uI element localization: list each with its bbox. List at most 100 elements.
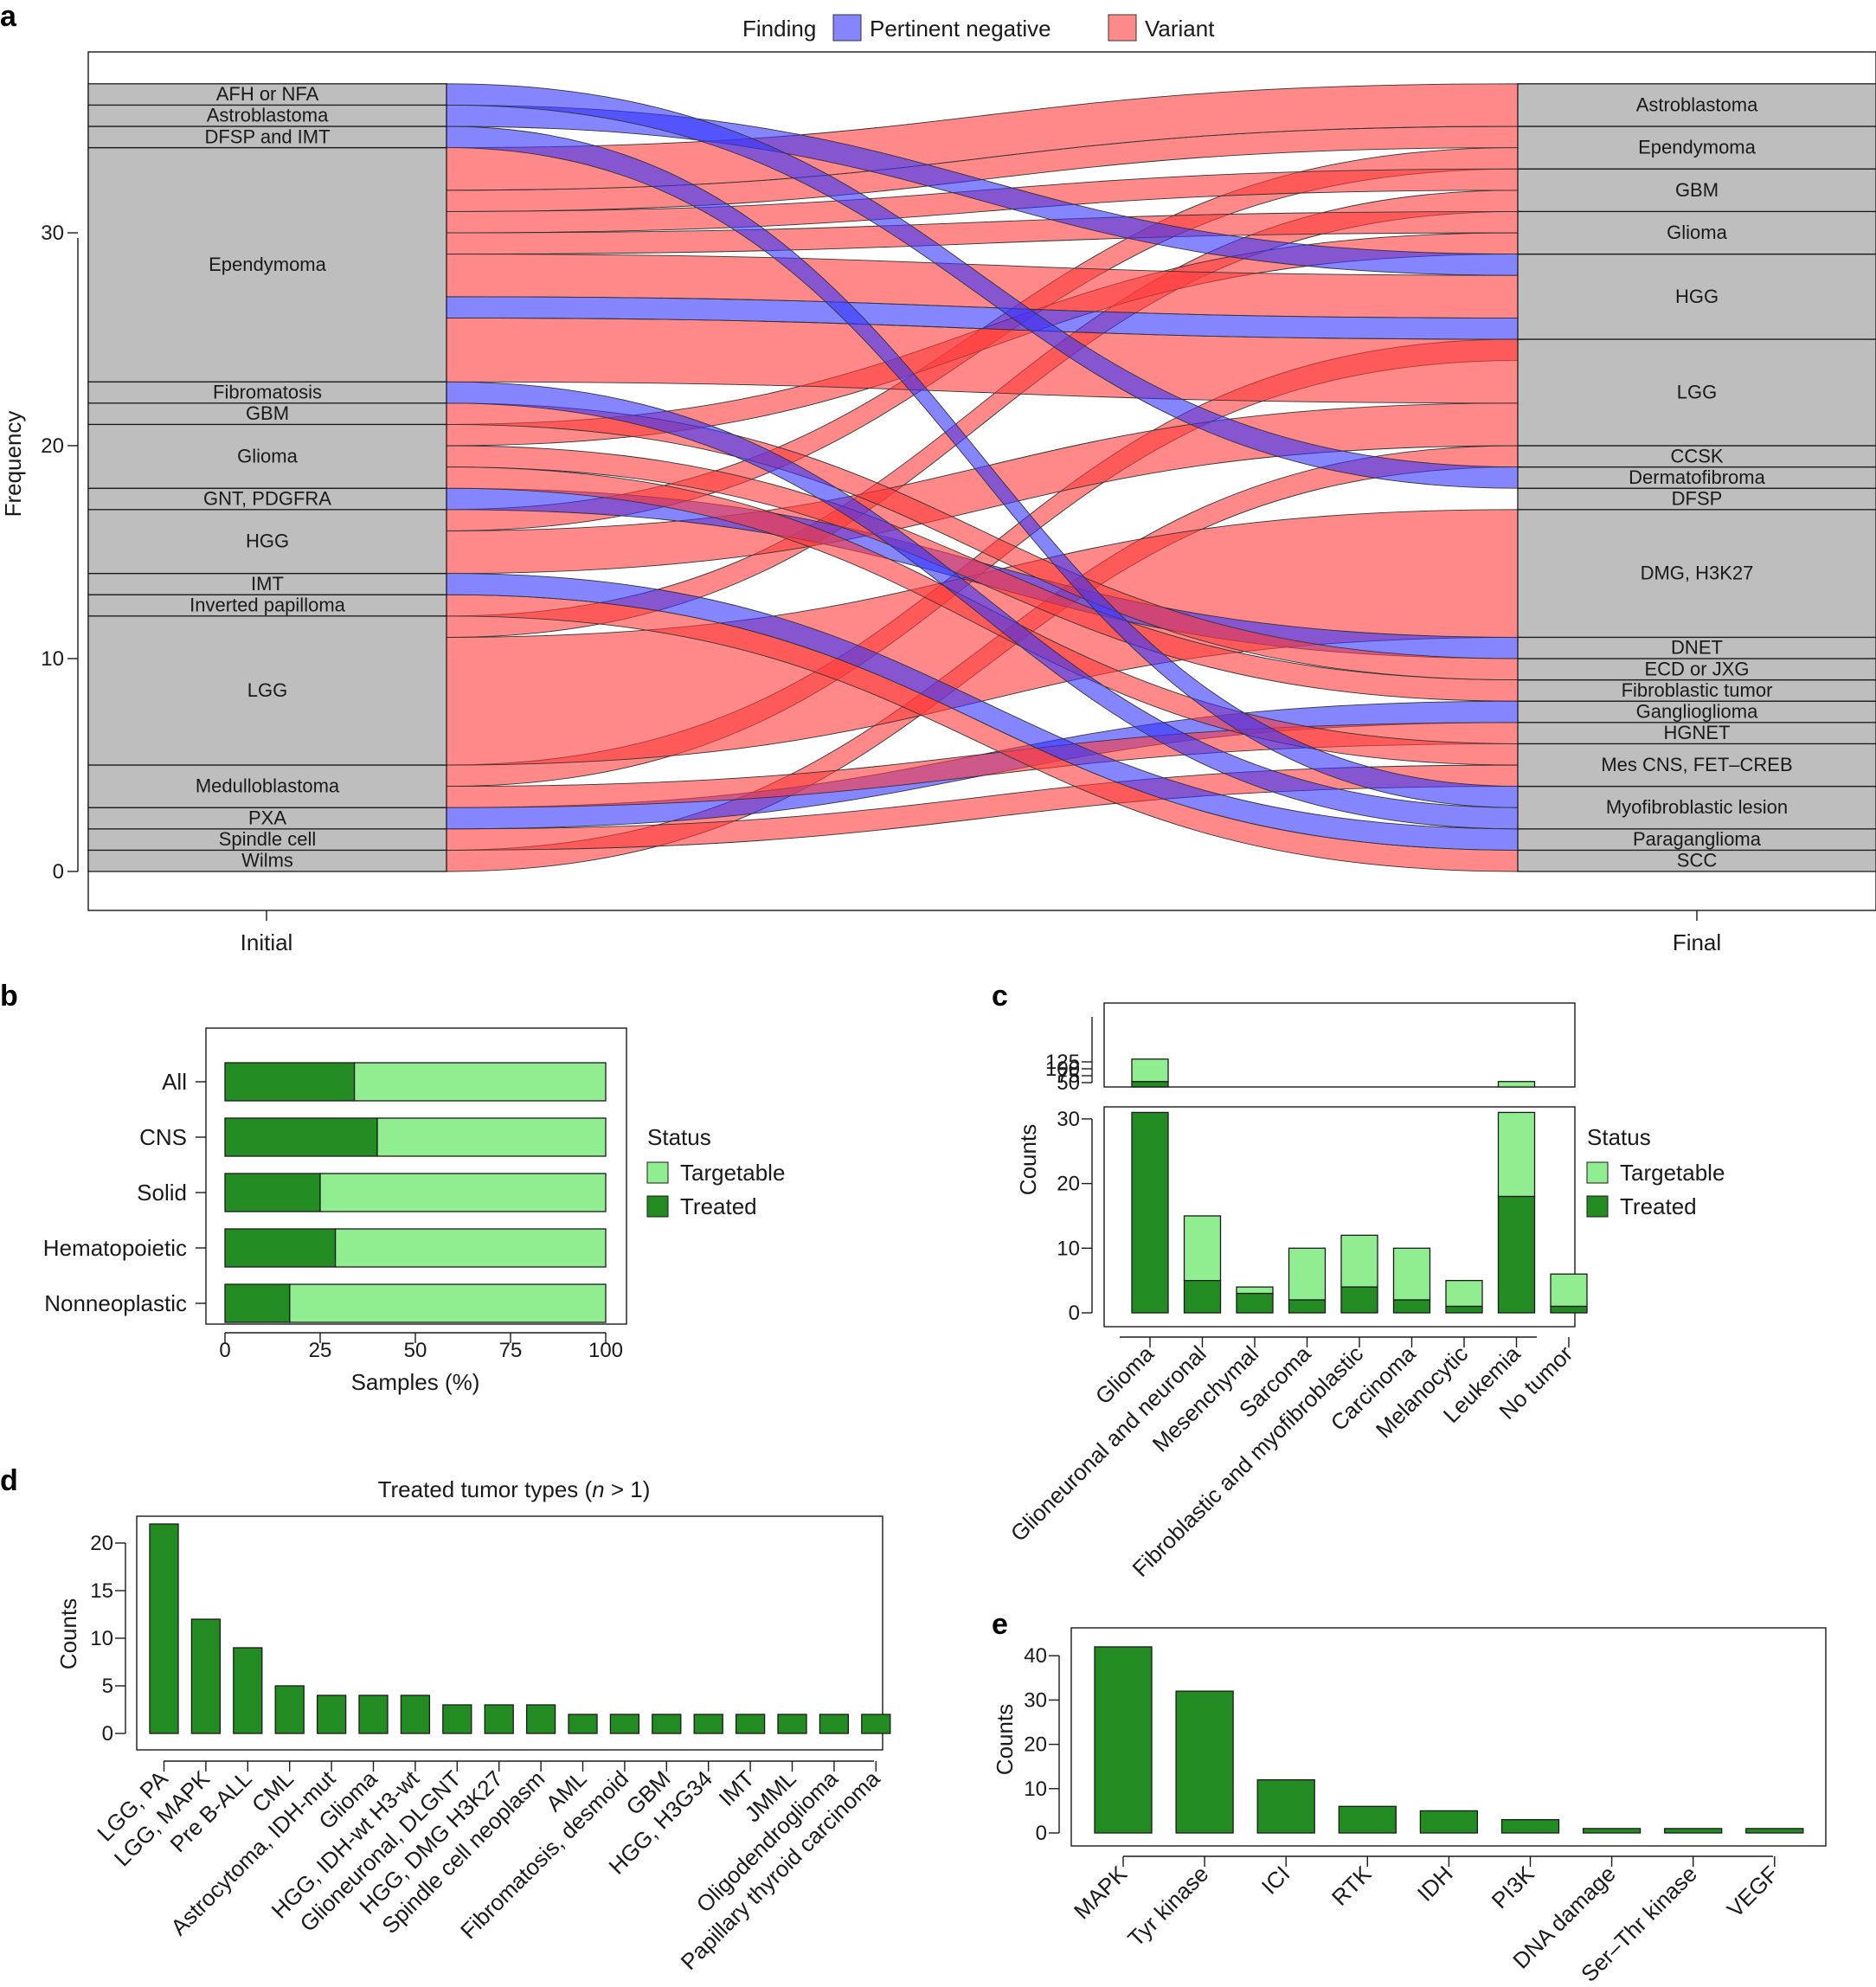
panel-b-category-label: Nonneoplastic xyxy=(44,1290,187,1316)
panel-c-upper-ytick-label: 125 xyxy=(1045,1051,1080,1074)
final-stratum-hgg xyxy=(1517,253,1876,340)
initial-stratum-lgg xyxy=(87,615,447,766)
final-stratum-lgg xyxy=(1517,338,1876,447)
panel-a-ytick-label: 0 xyxy=(53,860,64,884)
panel-a-y-axis: 0 10 20 30 xyxy=(41,222,79,884)
initial-stratum-label: Medulloblastoma xyxy=(196,775,340,797)
panel-e-y-axis: 0 10 20 30 40 xyxy=(1024,1644,1060,1845)
bar-ici xyxy=(1256,1778,1315,1834)
panel-d-y-axis: 0 5 10 15 20 xyxy=(90,1532,126,1746)
panel-c-lower-ytick-label: 0 xyxy=(1069,1302,1080,1325)
panel-ytick-label: 5 xyxy=(102,1675,113,1698)
final-stratum-label: LGG xyxy=(1677,382,1717,403)
legend-label-variant: Variant xyxy=(1145,16,1215,42)
bar-imt xyxy=(735,1714,766,1734)
panel-ytick-label: 10 xyxy=(90,1627,113,1650)
panel-b-xtick-label: 50 xyxy=(404,1339,427,1362)
panel-c-upper-ytick-label: 50 xyxy=(1057,1071,1080,1095)
panel-c-upper-ytick-label: 100 xyxy=(1045,1058,1080,1081)
initial-stratum-medulloblastoma xyxy=(87,764,447,808)
final-stratum-dfsp xyxy=(1517,487,1876,511)
bar-rtk xyxy=(1338,1805,1397,1834)
bar-treated-carcinoma xyxy=(1392,1299,1431,1314)
bar-treated-mesenchymal xyxy=(1236,1292,1274,1314)
panel-b-legend-title: Status xyxy=(647,1124,711,1150)
panel-c-legend-swatch-treated xyxy=(1586,1195,1609,1218)
panel-category-label: MAPK xyxy=(1069,1861,1133,1925)
panel-e-frame xyxy=(1070,1627,1827,1847)
initial-stratum-astroblastoma xyxy=(87,104,447,127)
bar-targetable-nonneoplastic xyxy=(289,1283,607,1323)
bar-pre-b-all xyxy=(233,1647,263,1734)
panel-ytick-label: 15 xyxy=(90,1579,113,1603)
panel-a-legend: Finding Pertinent negative Variant xyxy=(742,14,1215,42)
initial-stratum-dfsp-and-imt xyxy=(87,125,447,149)
panel-d-title-n: n xyxy=(592,1476,604,1502)
initial-stratum-label: PXA xyxy=(248,807,286,829)
panel-b-xtick-label: 75 xyxy=(499,1339,523,1362)
bar-glioneuronal-dlgnt xyxy=(442,1704,472,1734)
panel-a-axis-initial: Initial xyxy=(241,929,293,955)
bar-targetable-no-tumor xyxy=(1550,1273,1588,1308)
initial-stratum-hgg xyxy=(87,509,447,575)
panel-ytick-label: 40 xyxy=(1024,1644,1047,1668)
bar-cml xyxy=(274,1685,305,1734)
bar-aml xyxy=(568,1714,598,1734)
bar-treated-nonneoplastic xyxy=(224,1283,291,1323)
panel-b-category-label: Hematopoietic xyxy=(43,1235,187,1261)
bar-idh xyxy=(1419,1810,1479,1834)
final-stratum-fibroblastic-tumor xyxy=(1517,678,1876,702)
initial-stratum-gbm xyxy=(87,402,447,426)
panel-a-axis-final: Final xyxy=(1673,929,1721,955)
panel-d-bars xyxy=(149,1523,891,1734)
panel-a-flows xyxy=(446,83,1519,872)
panel-b-legend-swatch-targetable xyxy=(646,1161,669,1184)
panel-ytick-label: 0 xyxy=(1036,1822,1047,1845)
panel-e-bars xyxy=(1094,1646,1804,1834)
panel-category-label: VEGF xyxy=(1722,1861,1783,1922)
panel-c-label: c xyxy=(992,980,1008,1013)
bar-lgg-mapk xyxy=(190,1618,222,1734)
panel-ytick-label: 20 xyxy=(90,1532,113,1555)
bar-papillary-thyroid-carcinoma xyxy=(861,1714,891,1734)
bar-mapk xyxy=(1094,1646,1153,1834)
bar-ser-thr-kinase xyxy=(1664,1828,1723,1834)
bar-targetable-sarcoma xyxy=(1288,1247,1327,1301)
initial-stratum-label: Glioma xyxy=(237,445,298,466)
panel-c-lower-ytick-label: 20 xyxy=(1057,1173,1080,1196)
final-stratum-label: CCSK xyxy=(1670,445,1723,466)
panel-a-ytick-label: 10 xyxy=(41,647,64,671)
final-stratum-label: Myofibroblastic lesion xyxy=(1606,796,1788,818)
panel-ytick-label: 20 xyxy=(1024,1733,1047,1757)
final-stratum-hgnet xyxy=(1517,722,1876,745)
final-stratum-label: Ependymoma xyxy=(1638,137,1757,158)
bar-vegf xyxy=(1745,1828,1804,1834)
bar-glioma xyxy=(358,1694,389,1734)
panel-e-ylabel: Counts xyxy=(992,1704,1018,1775)
panel-c-upper-frame xyxy=(1103,1002,1576,1088)
bar-treated-all xyxy=(224,1062,356,1102)
bar-targetable-upper-glioma xyxy=(1131,1058,1169,1083)
panel-b-x-axis: 0 25 50 75 100 xyxy=(219,1332,623,1362)
panel-b-legend-treated: Treated xyxy=(680,1193,757,1219)
bar-targetable-mesenchymal xyxy=(1236,1286,1274,1295)
bar-treated-glioneuronal-and-neuronal xyxy=(1183,1280,1222,1314)
bar-targetable-fibroblastic-and-myofibroblastic xyxy=(1340,1234,1378,1288)
final-stratum-label: Astroblastoma xyxy=(1636,93,1758,115)
panel-b-xtick-label: 25 xyxy=(309,1339,332,1362)
panel-a-ytick-label: 20 xyxy=(41,434,64,458)
bar-targetable-upper-leukemia xyxy=(1497,1081,1536,1088)
bar-targetable-leukemia xyxy=(1497,1111,1536,1198)
panel-d-title-pre: Treated tumor types ( xyxy=(378,1476,593,1502)
panel-a-ylabel: Frequency xyxy=(0,411,26,518)
bar-spindle-cell-neoplasm xyxy=(525,1704,556,1734)
initial-stratum-spindle-cell xyxy=(87,828,447,852)
bar-lgg-pa xyxy=(149,1523,179,1734)
final-stratum-dnet xyxy=(1517,636,1876,659)
final-stratum-label: Ganglioglioma xyxy=(1636,701,1758,723)
bar-gbm xyxy=(652,1714,682,1734)
bar-targetable-hematopoietic xyxy=(334,1228,607,1268)
bar-targetable-cns xyxy=(376,1117,607,1157)
